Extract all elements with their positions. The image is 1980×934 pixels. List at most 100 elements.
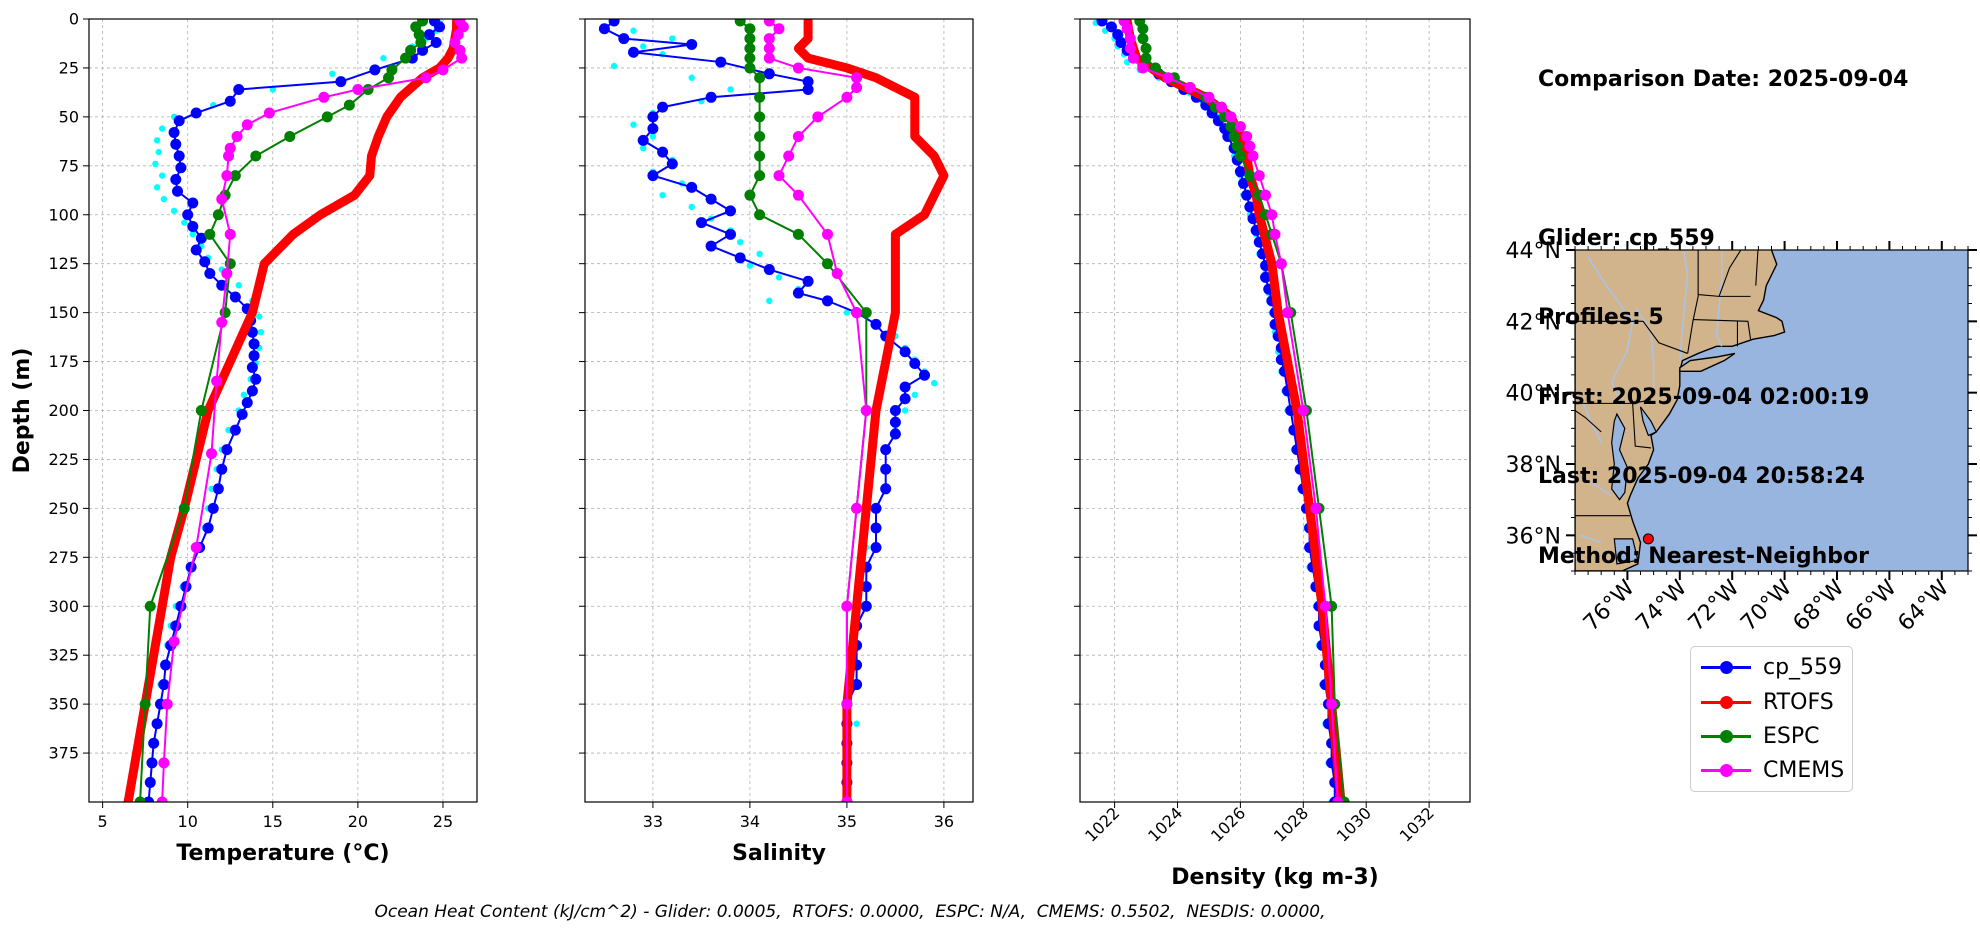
legend-swatch	[1701, 729, 1751, 743]
y-tick-label: 250	[48, 499, 79, 518]
data-point	[763, 42, 775, 54]
data-point	[224, 228, 236, 240]
y-tick-label: 50	[59, 107, 79, 126]
data-point	[241, 119, 253, 131]
data-point	[822, 258, 833, 270]
data-point	[148, 737, 160, 749]
data-point	[189, 231, 197, 238]
data-point	[792, 130, 804, 142]
data-point	[231, 130, 243, 142]
data-point	[754, 209, 766, 221]
data-point	[851, 82, 863, 94]
data-point	[1162, 72, 1174, 84]
data-point	[352, 83, 364, 95]
data-point	[686, 181, 698, 193]
data-point	[705, 193, 717, 205]
data-point	[630, 121, 637, 128]
data-point	[246, 385, 258, 397]
series-layer	[598, 19, 949, 802]
data-point	[1326, 698, 1338, 710]
data-point	[1269, 228, 1281, 240]
x-tick-label: 1030	[1333, 803, 1375, 845]
data-point	[235, 282, 242, 289]
data-point	[248, 350, 260, 362]
data-point	[744, 62, 756, 74]
y-tick-label: 150	[48, 303, 79, 322]
data-point	[321, 111, 333, 123]
legend-swatch	[1701, 660, 1751, 674]
data-point	[187, 197, 199, 209]
data-point	[329, 70, 336, 78]
data-point	[763, 52, 775, 64]
legend-swatch	[1701, 695, 1751, 709]
data-point	[190, 107, 202, 119]
chesapeake-bay	[1611, 412, 1629, 501]
data-point	[1124, 42, 1136, 54]
data-point	[1282, 307, 1294, 319]
data-point	[1260, 189, 1272, 201]
data-point	[216, 193, 228, 205]
data-point	[139, 698, 151, 710]
data-point	[1121, 23, 1133, 35]
data-point	[630, 27, 637, 34]
state-border	[1692, 319, 1752, 340]
data-point	[1266, 209, 1278, 221]
data-point	[669, 35, 676, 42]
data-point	[647, 170, 659, 182]
data-point	[851, 679, 863, 691]
data-point	[870, 522, 882, 534]
data-point	[831, 267, 843, 279]
state-border	[1718, 250, 1742, 297]
salinity-panel: 33 34 35 36 Salinity	[579, 18, 974, 866]
data-point	[841, 600, 853, 612]
data-point	[158, 679, 170, 691]
data-point	[175, 162, 187, 174]
data-point	[151, 718, 163, 730]
data-point	[889, 428, 901, 440]
data-point	[153, 184, 161, 191]
data-point	[851, 502, 863, 514]
data-point	[649, 133, 657, 140]
data-point	[204, 228, 216, 240]
data-point	[763, 33, 775, 45]
river	[1579, 477, 1613, 497]
data-point	[1124, 33, 1136, 45]
data-point	[181, 219, 188, 226]
y-tick-label: 325	[48, 646, 79, 665]
data-point	[763, 264, 775, 276]
data-point	[754, 111, 766, 123]
data-point	[1127, 52, 1139, 64]
data-point	[173, 115, 185, 127]
data-point	[415, 36, 427, 48]
data-point	[171, 185, 183, 197]
x-tick-label: 5	[98, 812, 108, 831]
data-point	[362, 83, 374, 95]
y-tick-label: 0	[69, 10, 79, 29]
legend-item: RTOFS	[1701, 687, 1834, 717]
data-point	[870, 318, 882, 330]
data-point	[383, 72, 395, 84]
x-axis-label: Salinity	[732, 841, 826, 866]
y-tick-label: 100	[48, 205, 79, 224]
data-point	[688, 74, 695, 81]
data-point	[909, 358, 921, 370]
data-point	[647, 123, 659, 135]
y-tick-label: 75	[59, 156, 79, 175]
data-point	[931, 379, 938, 387]
data-point	[911, 391, 918, 399]
map-lat-label: 40°N	[1506, 382, 1561, 407]
legend-item: ESPC	[1701, 721, 1820, 751]
y-axis-label: Depth (m)	[10, 348, 35, 474]
data-point	[919, 369, 930, 381]
x-tick-label: 33	[643, 812, 663, 831]
data-point	[734, 19, 746, 27]
data-point	[628, 46, 639, 58]
data-point	[610, 62, 618, 70]
series-line-rtofs	[793, 19, 949, 802]
data-point	[1319, 600, 1331, 612]
data-point	[841, 796, 853, 802]
data-point	[812, 111, 824, 123]
data-point	[1096, 19, 1108, 27]
data-point	[134, 796, 146, 802]
